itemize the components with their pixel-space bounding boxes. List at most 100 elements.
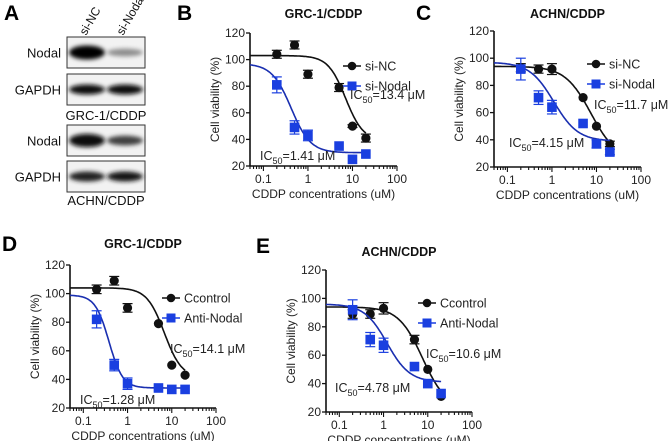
x-tick-label: 1 [380, 418, 387, 432]
legend-marker [422, 298, 432, 308]
data-point [272, 49, 282, 59]
y-tick-label: 60 [232, 106, 246, 120]
legend-label: si-Nodal [365, 80, 411, 94]
legend-marker [591, 79, 601, 89]
panel-letter-d: D [2, 233, 17, 256]
blot-nodal-2: Nodal [27, 124, 146, 157]
legend-item: Ccontrol [162, 292, 231, 306]
legend-label: Ccontrol [440, 297, 487, 311]
legend-label: Anti-Nodal [184, 312, 242, 326]
ic50-annotation: IC50=4.78 μM [335, 381, 410, 398]
y-tick-label: 20 [52, 401, 66, 415]
x-tick-label: 100 [387, 172, 407, 186]
x-tick-label: 1 [124, 414, 131, 428]
y-tick-label: 80 [52, 315, 66, 329]
data-point [578, 118, 588, 129]
series-ccontrol [70, 275, 190, 380]
data-point [91, 314, 102, 325]
ic50-value: =1.41 μM [283, 149, 336, 163]
x-tick-label: 1 [305, 172, 312, 186]
blot-cell-line-label: ACHN/CDDP [67, 193, 144, 208]
ic50-subscript: 50 [183, 349, 193, 359]
legend-label: Anti-Nodal [440, 317, 498, 331]
ic50-annotation: IC50=1.28 μM [80, 393, 155, 410]
data-point [272, 80, 282, 90]
blot-nodal-1: Nodal [27, 36, 146, 69]
x-tick-label: 1 [549, 173, 556, 187]
legend-marker [591, 59, 601, 69]
panel-letter-c: C [416, 2, 431, 25]
fit-curve [70, 287, 186, 371]
chart-title: GRC-1/CDDP [285, 7, 363, 21]
ic50-value: =11.7 μM [617, 98, 668, 112]
data-point [516, 64, 526, 74]
ic50-value: =4.78 μM [358, 381, 411, 395]
x-tick-label: 100 [206, 414, 226, 428]
y-tick-label: 40 [308, 377, 322, 391]
x-tick-label: 100 [462, 418, 482, 432]
y-tick-label: 120 [469, 24, 489, 38]
y-tick-label: 80 [232, 79, 246, 93]
data-point [347, 154, 358, 165]
blot-protein-label: GAPDH [15, 170, 61, 185]
data-point [289, 122, 300, 133]
blot-band [107, 171, 143, 182]
ic50-subscript: 50 [607, 105, 617, 115]
x-axis-label: CDDP concentrations (uM) [252, 187, 395, 201]
legend-item: si-Nodal [343, 80, 411, 94]
ic50-subscript: 50 [93, 400, 103, 410]
panel-a-western-blot: A si-NC si-Nodal Nodal GAPDH GRC-1/CDDP Nod… [4, 0, 148, 208]
data-point [533, 64, 544, 74]
ic50-subscript: 50 [363, 95, 373, 105]
y-tick-label: 40 [476, 133, 490, 147]
ic50-annotation: IC50=13.4 μM [350, 88, 425, 105]
series-si-nc [494, 63, 615, 149]
legend-label: si-NC [365, 60, 396, 74]
x-tick-label: 0.1 [255, 172, 272, 186]
y-tick-label: 40 [52, 372, 66, 386]
legend-label: si-Nodal [609, 78, 655, 92]
data-point [289, 40, 300, 50]
data-point [153, 319, 164, 329]
data-point [166, 384, 177, 395]
legend-item: Ccontrol [418, 297, 487, 311]
y-tick-label: 60 [52, 344, 66, 358]
data-point [167, 360, 177, 370]
data-point [578, 93, 588, 103]
series-si-nodal [249, 64, 371, 165]
legend-item: Anti-Nodal [162, 312, 242, 326]
x-tick-label: 0.1 [499, 173, 516, 187]
fit-curve [493, 62, 610, 142]
legend-item: si-Nodal [587, 78, 655, 92]
x-tick-label: 0.1 [331, 418, 348, 432]
x-tick-label: 0.1 [75, 414, 92, 428]
panel-letter-a: A [4, 2, 19, 25]
ic50-label: IC [170, 342, 183, 356]
blot-band [69, 84, 105, 95]
data-point [347, 304, 358, 315]
y-axis-label: Cell viability (%) [208, 57, 222, 142]
data-point [422, 378, 433, 389]
lane-label-si-nodal: si-Nodal [113, 0, 147, 37]
ic50-value: =14.1 μM [193, 342, 246, 356]
y-tick-label: 20 [476, 160, 490, 174]
y-axis-label: Cell viability (%) [452, 56, 466, 141]
legend-label: si-NC [609, 58, 640, 72]
legend-label: Ccontrol [184, 292, 231, 306]
data-point [365, 309, 375, 319]
ic50-label: IC [335, 381, 348, 395]
lane-label-si-nc: si-NC [76, 4, 103, 37]
y-tick-label: 20 [232, 159, 246, 173]
data-point [109, 360, 120, 370]
x-axis-label: CDDP concentrations (uM) [327, 433, 470, 441]
series-si-nc [250, 40, 371, 143]
blot-band [107, 84, 143, 95]
ic50-annotation: IC50=10.6 μM [426, 347, 501, 364]
ic50-label: IC [594, 98, 607, 112]
data-point [409, 334, 420, 345]
blot-protein-label: GAPDH [15, 83, 61, 98]
